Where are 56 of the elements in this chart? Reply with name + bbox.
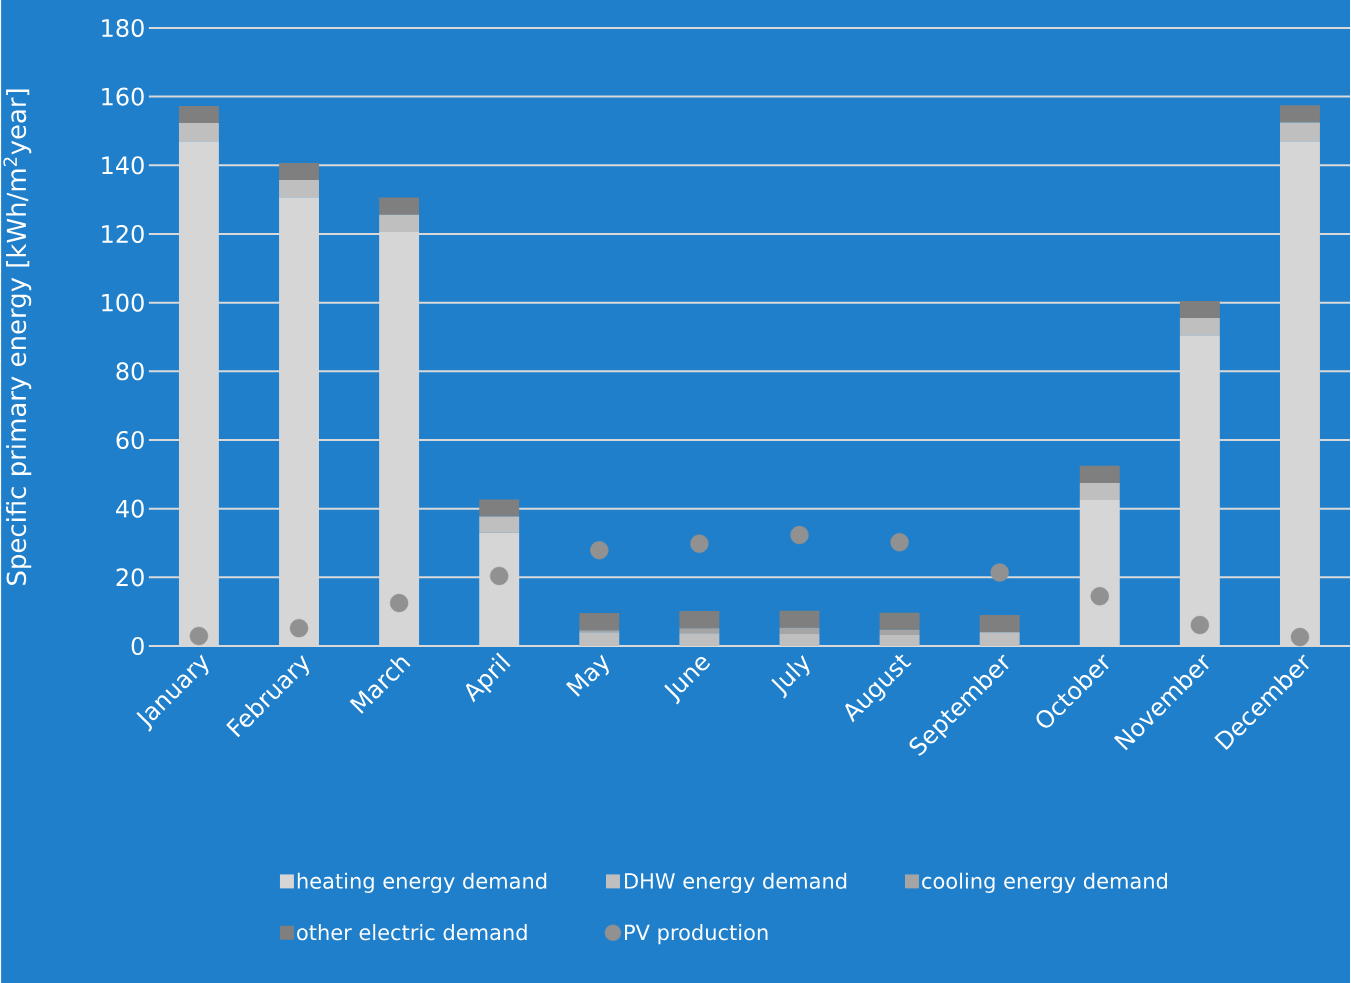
y-tick-label: 160 bbox=[102, 87, 144, 106]
point bbox=[1290, 627, 1310, 647]
legend-label: PV production bbox=[625, 923, 768, 945]
bar bbox=[1179, 317, 1220, 336]
bar bbox=[1079, 465, 1120, 483]
y-tick-label: 140 bbox=[102, 155, 144, 175]
bar bbox=[679, 627, 720, 634]
bar bbox=[1279, 122, 1320, 142]
bar bbox=[479, 516, 520, 533]
y-tick-label: 60 bbox=[116, 430, 144, 449]
bar bbox=[1179, 300, 1220, 318]
y-tick-label: 40 bbox=[116, 499, 144, 518]
legend-label: other electric demand bbox=[297, 923, 527, 941]
bar bbox=[279, 162, 319, 180]
bar bbox=[1079, 482, 1120, 500]
y-tick-label: 0 bbox=[131, 636, 144, 655]
point bbox=[790, 525, 809, 545]
point bbox=[1190, 615, 1210, 634]
point bbox=[890, 532, 909, 552]
legend-label: cooling energy demand bbox=[922, 872, 1167, 893]
point bbox=[389, 593, 409, 613]
bar bbox=[479, 499, 520, 517]
legend-label: heating energy demand bbox=[297, 872, 547, 893]
y-tick-label: 80 bbox=[116, 362, 144, 381]
y-tick-label: 120 bbox=[102, 224, 144, 243]
bar bbox=[979, 614, 1020, 633]
bar bbox=[579, 632, 620, 646]
y-tick-label: 180 bbox=[102, 18, 144, 37]
bar bbox=[579, 612, 620, 630]
bar bbox=[779, 633, 820, 646]
bar bbox=[679, 633, 720, 646]
bar bbox=[178, 105, 219, 123]
bar bbox=[379, 197, 420, 215]
bar bbox=[779, 627, 820, 634]
bar bbox=[779, 610, 820, 628]
point bbox=[590, 540, 609, 560]
bar bbox=[279, 179, 319, 197]
point bbox=[189, 626, 209, 645]
y-axis-title: Specific primary energy [kWh/m$^{2}$year] bbox=[3, 89, 32, 585]
point bbox=[490, 566, 509, 585]
y-tick-label: 100 bbox=[102, 293, 144, 312]
bar bbox=[879, 612, 920, 630]
point bbox=[690, 534, 709, 553]
point bbox=[1090, 586, 1109, 606]
bar bbox=[1279, 104, 1320, 123]
bar bbox=[579, 629, 620, 633]
point bbox=[289, 618, 309, 638]
bar bbox=[879, 629, 920, 635]
bar bbox=[379, 214, 420, 232]
point bbox=[990, 563, 1009, 582]
legend-label: DHW energy demand bbox=[625, 872, 847, 893]
bar bbox=[178, 122, 219, 142]
bar bbox=[979, 632, 1020, 646]
bar bbox=[879, 634, 920, 646]
bar bbox=[679, 610, 720, 628]
y-tick-label: 20 bbox=[116, 568, 144, 587]
